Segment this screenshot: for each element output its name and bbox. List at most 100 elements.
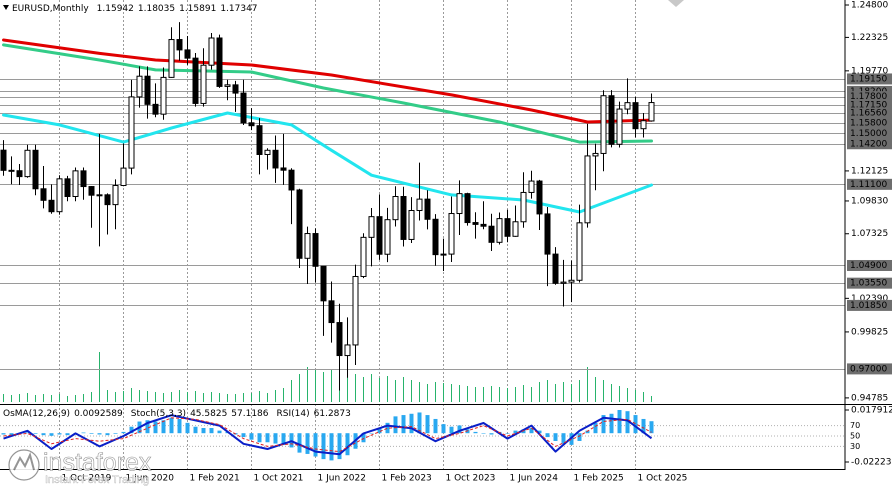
- candle-body: [352, 275, 359, 346]
- candle-body: [400, 196, 407, 240]
- open-value: 1.15942: [97, 4, 134, 14]
- candle-body: [304, 233, 311, 259]
- y-tick-label: 1.07325: [851, 229, 888, 239]
- level-label: 1.17800: [850, 92, 887, 102]
- osma-name: OsMA(12,26,9): [3, 409, 70, 419]
- osma-bar: [609, 413, 614, 434]
- osma-bar: [249, 433, 254, 440]
- x-tick-label: 1 Jun 2022: [318, 474, 366, 484]
- candle-body: [8, 169, 15, 172]
- candle-body: [256, 125, 263, 155]
- osma-bar: [449, 426, 454, 434]
- level-label: 0.97000: [850, 364, 887, 374]
- candle-body: [80, 170, 87, 188]
- osma-bar: [177, 418, 182, 434]
- osma-bar: [153, 421, 158, 434]
- osc-tick-label: -0.0222338: [851, 458, 892, 468]
- x-tick-label: 1 Feb 2025: [574, 474, 624, 484]
- candle-body: [520, 191, 527, 223]
- osma-bar: [57, 433, 62, 435]
- stoch-level-label: 70: [850, 421, 860, 430]
- candle-body: [104, 194, 111, 206]
- candle-body: [344, 344, 351, 357]
- osma-bar: [441, 424, 446, 434]
- candle-body: [200, 64, 207, 104]
- symbol-icon: [3, 5, 9, 10]
- candle-body: [128, 96, 135, 169]
- osma-bar: [393, 416, 398, 434]
- osma-bar: [97, 433, 102, 435]
- candle-body: [536, 180, 543, 215]
- osma-bar: [505, 433, 510, 434]
- level-label-box: [847, 117, 892, 129]
- osma-bar: [105, 433, 110, 436]
- candle-body: [192, 57, 199, 104]
- candle-body: [24, 149, 31, 178]
- osma-bar: [345, 433, 350, 456]
- candle-body: [160, 76, 167, 115]
- candle-body: [368, 216, 375, 238]
- candle-body: [408, 210, 415, 240]
- candle-body: [248, 122, 255, 127]
- candle-body: [280, 167, 287, 171]
- candle-body: [432, 218, 439, 256]
- candle-body: [208, 37, 215, 66]
- y-tick-label: 1.24800: [851, 1, 888, 11]
- osma-bar: [113, 433, 118, 434]
- y-tick-label: 1.22325: [851, 33, 888, 43]
- candle-body: [576, 222, 583, 281]
- osma-bar: [425, 415, 430, 434]
- moving-average: [2, 38, 653, 124]
- level-label-box: [847, 138, 892, 150]
- osma-value: 0.0092589: [74, 409, 123, 419]
- osma-bar: [49, 433, 54, 436]
- low-value: 1.15891: [179, 4, 216, 14]
- level-label-box: [847, 73, 892, 85]
- level-label: 1.15800: [850, 118, 887, 128]
- osma-bar: [201, 428, 206, 434]
- osma-bar: [33, 433, 38, 434]
- osma-bar: [633, 415, 638, 434]
- candle-body: [272, 149, 279, 169]
- stoch-line: [3, 417, 652, 453]
- osma-bar: [25, 432, 30, 434]
- candle-body: [136, 75, 143, 98]
- osc-tick-label: 0.0179123: [851, 406, 892, 416]
- osma-bar: [161, 420, 166, 434]
- stoch-level-label: 30: [850, 442, 860, 451]
- oscillator-header: OsMA(12,26,9) 0.0092589 Stoch(5,3,3) 45.582…: [3, 409, 351, 419]
- osma-bar: [217, 430, 222, 434]
- candle-body: [496, 218, 503, 243]
- candle-body: [480, 223, 487, 227]
- osma-bar: [473, 431, 478, 434]
- watermark-tagline: Instant Forex Trading: [45, 474, 149, 486]
- candle-body: [56, 178, 63, 213]
- candle-body: [608, 95, 615, 145]
- x-tick-label: 1 Jun 2020: [126, 474, 175, 484]
- level-label: 1.03550: [850, 279, 887, 289]
- candle-body: [216, 37, 223, 87]
- candle-body: [296, 189, 303, 259]
- osma-bar: [649, 421, 654, 434]
- level-label-box: [847, 259, 892, 271]
- osma-bar: [513, 430, 518, 434]
- candle-body: [64, 178, 71, 198]
- osma-bar: [257, 433, 262, 443]
- level-label: 1.19150: [850, 74, 887, 84]
- candle-body: [456, 193, 463, 215]
- candle-body: [560, 281, 567, 284]
- osma-bar: [185, 422, 190, 434]
- chart-header: EURUSD,Monthly 1.15942 1.18035 1.15891 1.173…: [12, 4, 258, 14]
- shift-marker: [668, 0, 684, 7]
- candle-body: [312, 233, 319, 267]
- x-tick-label: 1 Oct 2021: [254, 474, 304, 484]
- osma-bar: [273, 433, 278, 444]
- osma-bar: [577, 433, 582, 441]
- osma-bar: [601, 415, 606, 434]
- osma-bar: [457, 425, 462, 434]
- candle-body: [176, 39, 183, 51]
- candle-body: [504, 218, 511, 237]
